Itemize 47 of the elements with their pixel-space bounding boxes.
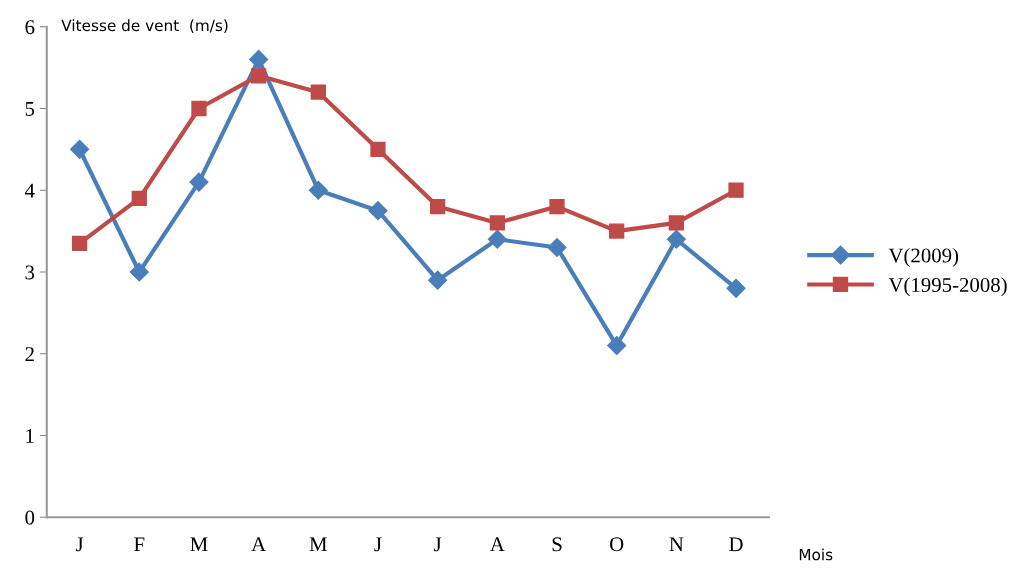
- y-tick-label: 2: [25, 347, 34, 361]
- point: [549, 198, 565, 215]
- point: [430, 198, 446, 215]
- x-tick-label: J: [374, 537, 382, 552]
- x-tick-label: S: [552, 537, 562, 552]
- point: [428, 270, 448, 290]
- legend-label: V(2009): [888, 247, 959, 267]
- x-tick-label: A: [251, 537, 266, 552]
- y-tick-label: 0: [25, 510, 35, 525]
- point: [191, 100, 207, 117]
- point: [666, 229, 686, 249]
- point: [250, 68, 267, 84]
- point: [370, 141, 386, 158]
- point: [489, 215, 505, 231]
- point: [668, 215, 684, 231]
- y-tick-label: 5: [25, 102, 35, 116]
- x-tick-label: J: [75, 537, 84, 552]
- point: [308, 180, 328, 200]
- y-tick-label: 1: [26, 428, 34, 443]
- legend-label: V(1995-2008): [888, 277, 1007, 297]
- point: [189, 172, 209, 192]
- x-tick-label: O: [610, 537, 624, 552]
- point: [547, 237, 567, 257]
- x-tick-label: F: [134, 537, 145, 552]
- point: [609, 223, 625, 239]
- x-axis-title: Mois: [799, 548, 833, 561]
- x-tick-label: N: [669, 537, 684, 552]
- x-tick-label: D: [729, 537, 743, 552]
- point: [70, 139, 90, 159]
- point: [368, 201, 388, 221]
- point: [607, 336, 627, 356]
- point: [310, 84, 326, 100]
- x-tick-label: M: [190, 537, 208, 552]
- x-tick-label: A: [490, 537, 505, 552]
- y-tick-label: 6: [25, 20, 35, 35]
- x-tick-label: M: [309, 537, 327, 552]
- point: [131, 190, 147, 207]
- y-tick-label: 4: [24, 183, 35, 198]
- point: [728, 182, 744, 198]
- point: [249, 49, 269, 69]
- y-axis-title: Vitesse de vent (m/s): [61, 19, 228, 33]
- point: [129, 262, 149, 282]
- point: [726, 278, 746, 298]
- x-tick-label: J: [434, 537, 442, 552]
- point: [71, 235, 88, 252]
- y-tick-label: 3: [25, 265, 35, 280]
- point: [487, 229, 507, 249]
